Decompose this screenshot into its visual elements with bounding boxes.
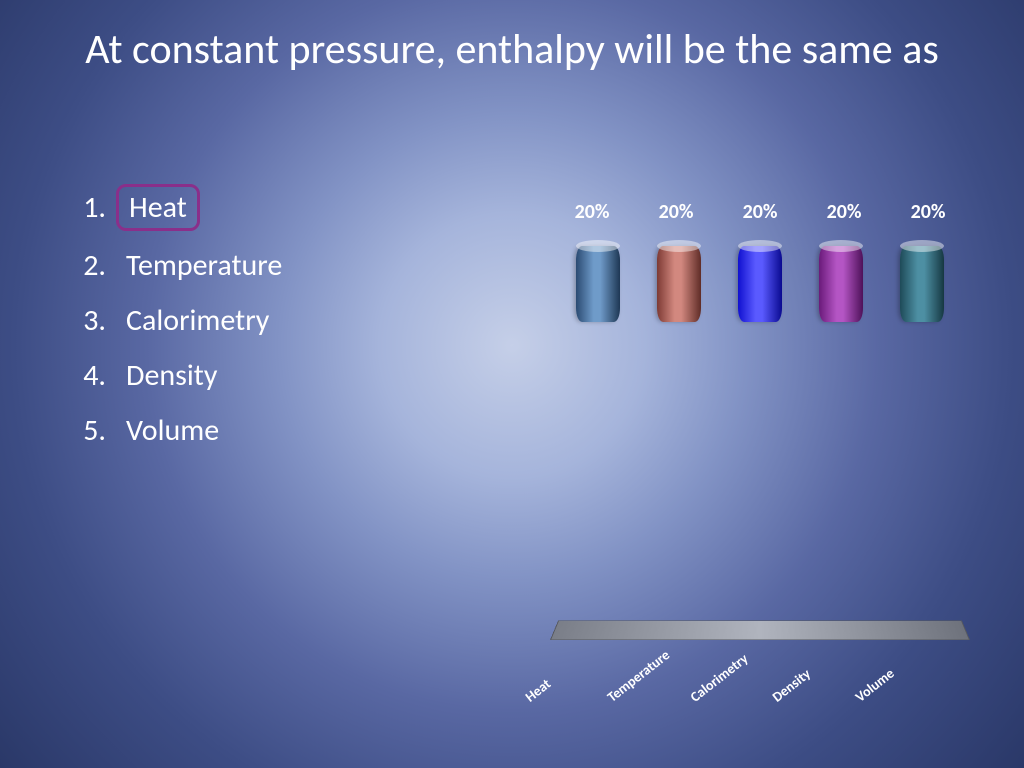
percent-label: 20% [718, 200, 802, 224]
answer-number: 5. [72, 412, 116, 449]
slide-title: At constant pressure, enthalpy will be t… [0, 24, 1024, 77]
answer-label: Calorimetry [116, 300, 279, 341]
bar [819, 246, 863, 322]
percent-label: 20% [550, 200, 634, 224]
percent-label: 20% [802, 200, 886, 224]
bar [900, 246, 944, 322]
answer-list: 1.Heat2.Temperature3.Calorimetry4.Densit… [72, 184, 292, 465]
answer-row: 1.Heat [72, 184, 292, 231]
bar [576, 246, 620, 322]
bar [738, 246, 782, 322]
bars-container [540, 246, 980, 626]
x-label: Volume [840, 650, 948, 756]
bar [657, 246, 701, 322]
answer-label: Volume [116, 410, 229, 451]
answer-label: Temperature [116, 245, 292, 286]
answer-row: 4.Density [72, 355, 292, 396]
percent-label: 20% [886, 200, 970, 224]
bars-3d-wrap [540, 230, 980, 640]
percent-label: 20% [634, 200, 718, 224]
answer-row: 2.Temperature [72, 245, 292, 286]
x-axis-labels: HeatTemperatureCalorimetryDensityVolume [540, 650, 980, 720]
answer-number: 1. [72, 189, 116, 226]
answer-row: 5.Volume [72, 410, 292, 451]
answer-label: Heat [116, 184, 200, 231]
answer-row: 3.Calorimetry [72, 300, 292, 341]
answer-label: Density [116, 355, 227, 396]
answer-number: 2. [72, 247, 116, 284]
poll-chart: 20%20%20%20%20% HeatTemperatureCalorimet… [540, 200, 980, 720]
percent-labels: 20%20%20%20%20% [540, 200, 980, 224]
answer-number: 3. [72, 302, 116, 339]
answer-number: 4. [72, 357, 116, 394]
